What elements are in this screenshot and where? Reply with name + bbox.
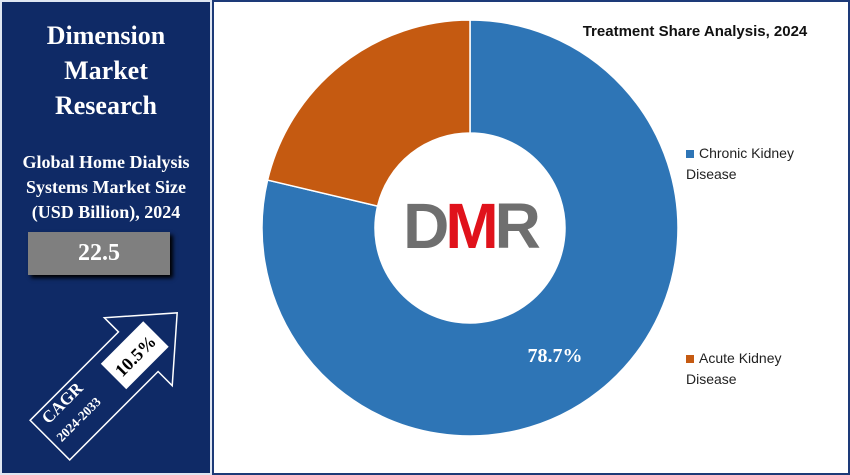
chart-panel xyxy=(212,0,850,475)
market-size-value: 22.5 xyxy=(28,232,170,275)
legend-item: Chronic Kidney Disease xyxy=(686,143,826,185)
legend-label: Acute Kidney Disease xyxy=(686,350,782,387)
market-size-title: Global Home Dialysis Systems Market Size… xyxy=(22,152,190,222)
donut: 78.7% xyxy=(261,19,679,437)
cagr-box xyxy=(100,321,169,390)
donut-segment xyxy=(261,19,679,437)
data-label: 78.7% xyxy=(528,345,583,367)
legend-label: Chronic Kidney Disease xyxy=(686,145,794,182)
chart-title: Treatment Share Analysis, 2024 xyxy=(583,23,808,40)
donut-segment xyxy=(266,19,471,208)
legend-item: Acute Kidney Disease xyxy=(686,348,826,390)
legend-swatch xyxy=(686,355,694,363)
cagr-arrow: CAGR 2024-2033 10.5% xyxy=(29,312,178,461)
brand: Dimension Market Research xyxy=(46,21,166,120)
arrow-shape xyxy=(29,312,178,461)
logo: DMR xyxy=(403,190,540,262)
legend-swatch xyxy=(686,150,694,158)
